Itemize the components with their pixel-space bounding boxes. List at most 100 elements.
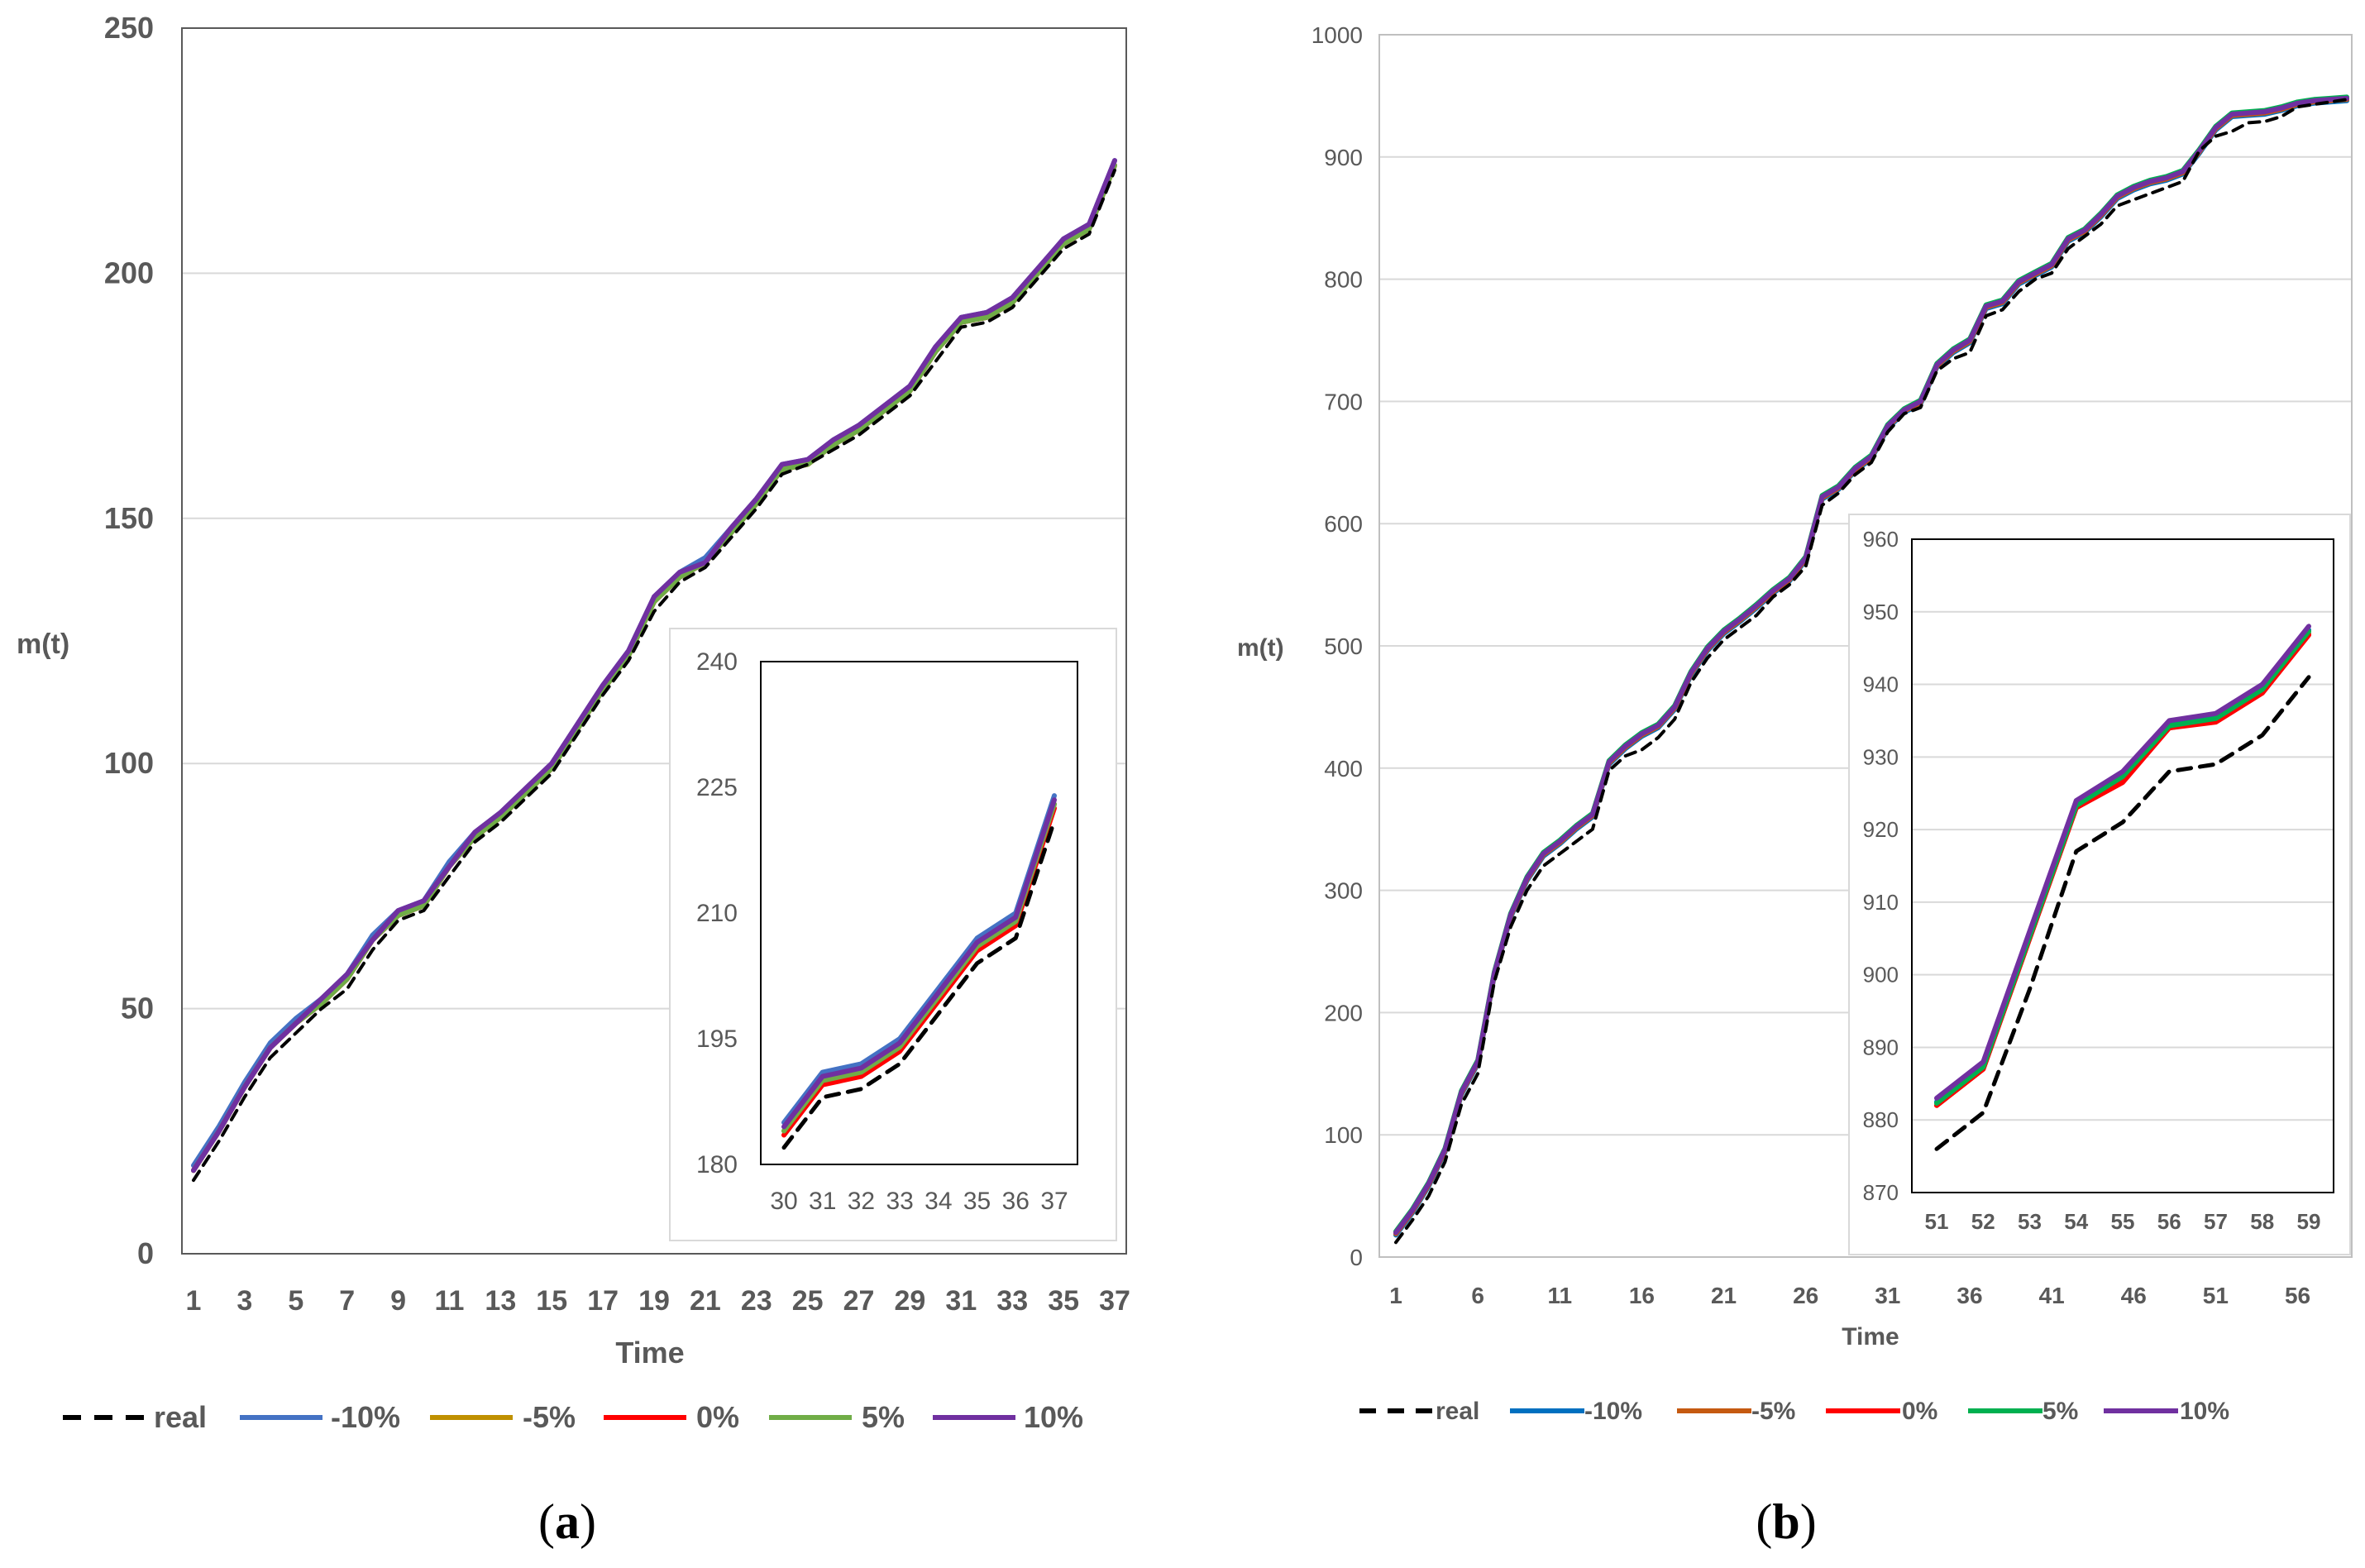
panel-b-x-tick: 16 xyxy=(1629,1283,1655,1308)
legend-item-real: real xyxy=(1359,1398,1479,1425)
legend-item-5pct: 5% xyxy=(769,1400,905,1434)
panel-b-y-tick: 800 xyxy=(1324,267,1363,293)
panel-b-inset-x-tick: 53 xyxy=(2018,1209,2042,1234)
panel-b-legend: real -10% -5% 0% 5% 10% xyxy=(1359,1398,2229,1425)
panel-a-x-tick: 7 xyxy=(339,1285,355,1317)
panel-a-inset-y-tick-labels: 180 195 210 225 240 xyxy=(696,648,738,1178)
inset-series-line-10pct xyxy=(1934,624,2311,1101)
inset-series-line-0pct xyxy=(781,806,1057,1138)
panel-b-inset-x-tick: 51 xyxy=(1925,1209,1949,1234)
panel-b-y-tick: 200 xyxy=(1324,1000,1363,1025)
legend-item-minus10pct: -10% xyxy=(240,1400,400,1434)
panel-a-x-tick: 25 xyxy=(792,1285,824,1317)
legend-item-5pct: 5% xyxy=(1968,1398,2078,1425)
panel-b-y-axis-label: m(t) xyxy=(1237,634,1284,662)
panel-b-caption: (b) xyxy=(1756,1494,1816,1549)
legend-item-0pct: 0% xyxy=(1826,1398,1937,1425)
panel-b-y-tick: 700 xyxy=(1324,389,1363,414)
panel-a-x-tick-labels: 1 3 5 7 9 11 13 15 17 19 21 23 25 27 29 31 33 35 37 xyxy=(186,1285,1130,1317)
panel-b-inset-background xyxy=(1848,514,2351,1255)
panel-b-inset-y-tick: 960 xyxy=(1863,527,1899,552)
panel-a-x-tick: 15 xyxy=(536,1285,567,1317)
panel-b-inset-x-tick-labels: 51 52 53 54 55 56 57 58 59 xyxy=(1925,1209,2321,1234)
panel-b-inset-x-tick: 59 xyxy=(2297,1209,2321,1234)
panel-a-inset-x-tick: 36 xyxy=(1002,1188,1030,1215)
panel-b-inset-y-tick: 910 xyxy=(1863,890,1899,915)
panel-a-x-tick: 33 xyxy=(996,1285,1028,1317)
panel-b-y-tick: 900 xyxy=(1324,145,1363,170)
legend-label: real xyxy=(154,1400,207,1434)
panel-b-y-tick: 1000 xyxy=(1312,22,1363,48)
panel-a-y-tick: 250 xyxy=(104,11,154,45)
panel-b-inset-series-lines xyxy=(1934,624,2311,1151)
panel-a-x-axis-label: Time xyxy=(615,1336,684,1370)
panel-a-x-tick: 19 xyxy=(638,1285,670,1317)
legend-label: real xyxy=(1436,1398,1479,1425)
panel-a-legend: real -10% -5% 0% 5% 10% xyxy=(63,1400,1083,1434)
panel-a-inset-y-tick: 210 xyxy=(696,900,738,927)
panel-a-x-tick: 31 xyxy=(945,1285,977,1317)
panel-a-inset-frame xyxy=(760,661,1078,1165)
legend-label: 10% xyxy=(1024,1400,1083,1434)
panel-b-x-tick: 36 xyxy=(1956,1283,1982,1308)
inset-series-line-5pct xyxy=(781,801,1057,1134)
series-line-real xyxy=(1394,98,2348,1245)
panel-a-inset-x-tick: 37 xyxy=(1040,1188,1068,1215)
series-line-10pct xyxy=(1393,95,2349,1236)
panel-a-inset-x-tick: 35 xyxy=(963,1188,991,1215)
series-line-real xyxy=(192,168,1116,1183)
panel-b-y-tick: 600 xyxy=(1324,511,1363,537)
panel-a-inset-y-tick: 195 xyxy=(696,1025,738,1053)
panel-a-inset-x-tick: 33 xyxy=(886,1188,913,1215)
panel-a-inset-x-tick: 32 xyxy=(848,1188,875,1215)
panel-b-x-tick: 46 xyxy=(2121,1283,2147,1308)
panel-b-x-tick: 26 xyxy=(1793,1283,1818,1308)
panel-a-y-tick-labels: 0 50 100 150 200 250 xyxy=(104,11,154,1270)
panel-b-x-tick: 56 xyxy=(2285,1283,2310,1308)
panel-a-x-tick: 27 xyxy=(843,1285,875,1317)
panel-a-y-tick: 50 xyxy=(121,992,154,1025)
panel-b-caption-letter: b xyxy=(1772,1494,1799,1549)
panel-b-x-tick: 6 xyxy=(1471,1283,1484,1308)
panel-a-x-tick: 13 xyxy=(485,1285,516,1317)
panel-b-inset-x-tick: 54 xyxy=(2064,1209,2088,1234)
panel-a-plot-frame xyxy=(181,27,1127,1255)
legend-item-minus10pct: -10% xyxy=(1510,1398,1642,1425)
panel-b-y-tick: 300 xyxy=(1324,878,1363,904)
legend-item-0pct: 0% xyxy=(604,1400,739,1434)
legend-label: -5% xyxy=(1751,1398,1795,1425)
panel-a-x-tick: 35 xyxy=(1048,1285,1079,1317)
panel-b-y-tick: 400 xyxy=(1324,756,1363,782)
panel-a-y-axis-label: m(t) xyxy=(17,629,69,660)
panel-b-inset-x-tick: 56 xyxy=(2157,1209,2181,1234)
panel-a-series-lines xyxy=(191,158,1117,1183)
panel-b-inset-y-tick: 950 xyxy=(1863,600,1899,624)
panel-b-inset-y-tick: 880 xyxy=(1863,1107,1899,1132)
legend-label: 0% xyxy=(696,1400,739,1434)
legend-label: -5% xyxy=(523,1400,576,1434)
inset-series-line-minus10pct xyxy=(781,793,1057,1126)
panel-a-y-tick: 150 xyxy=(104,501,154,535)
legend-item-real: real xyxy=(63,1400,207,1434)
panel-a-x-tick: 5 xyxy=(288,1285,303,1317)
panel-b-series-lines xyxy=(1393,94,2349,1245)
panel-b-x-tick: 1 xyxy=(1389,1283,1402,1308)
panel-b-plot-frame xyxy=(1378,34,2353,1258)
panel-b-x-tick-labels: 1 6 11 16 21 26 31 36 41 46 51 56 xyxy=(1389,1283,2310,1308)
panel-a-x-tick: 17 xyxy=(587,1285,619,1317)
panel-b-y-tick: 0 xyxy=(1350,1245,1363,1270)
legend-label: 0% xyxy=(1902,1398,1937,1425)
panel-a-inset-y-tick: 240 xyxy=(696,648,738,676)
panel-a-y-tick: 100 xyxy=(104,746,154,780)
panel-b-x-tick: 21 xyxy=(1711,1283,1737,1308)
panel-a-caption: (a) xyxy=(538,1494,596,1549)
panel-a-inset-series-lines xyxy=(781,793,1057,1150)
panel-a-x-tick: 29 xyxy=(895,1285,926,1317)
panel-a-x-tick: 21 xyxy=(690,1285,721,1317)
legend-item-10pct: 10% xyxy=(933,1400,1083,1434)
legend-label: 10% xyxy=(2180,1398,2229,1425)
panel-a-x-tick: 37 xyxy=(1099,1285,1130,1317)
panel-a-inset-x-tick: 31 xyxy=(809,1188,836,1215)
panel-b-inset-y-tick: 900 xyxy=(1863,963,1899,987)
